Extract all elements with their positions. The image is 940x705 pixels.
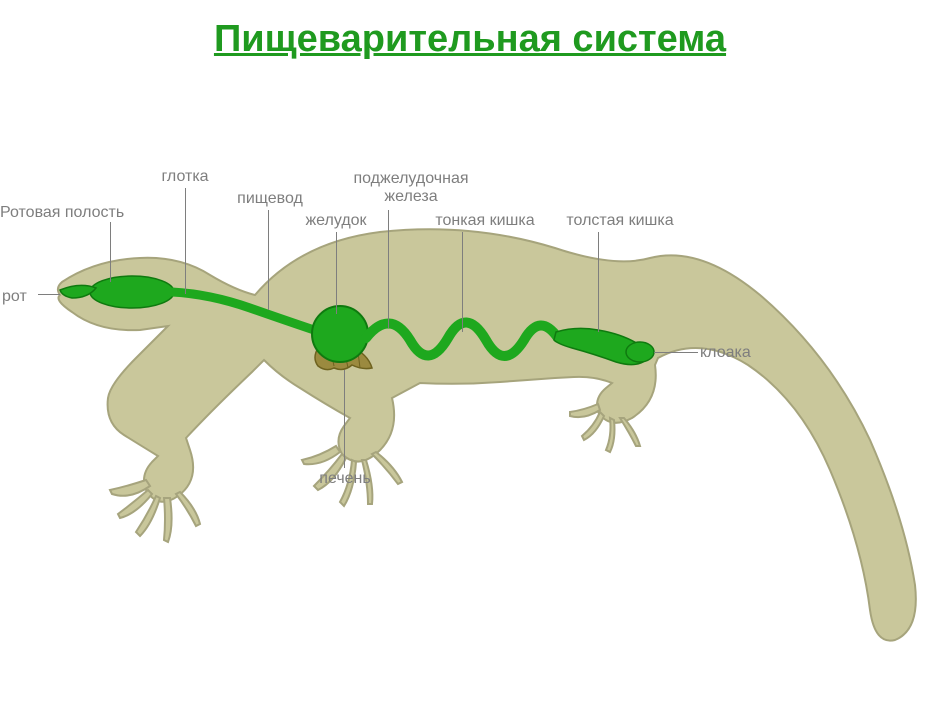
leader-pancreas xyxy=(388,210,389,328)
leader-mouth-cavity xyxy=(110,222,111,282)
label-pharynx: глотка xyxy=(150,168,220,186)
label-pancreas: поджелудочная железа xyxy=(336,170,486,207)
stomach-organ xyxy=(312,306,368,362)
label-liver: печень xyxy=(310,470,380,488)
label-cloaca: клоака xyxy=(700,344,770,362)
leader-cloaca xyxy=(654,352,698,353)
label-mouth: рот xyxy=(2,288,38,306)
leader-pharynx xyxy=(185,188,186,294)
leader-small-intestine xyxy=(462,232,463,332)
label-esophagus: пищевод xyxy=(230,190,310,208)
page-title: Пищеварительная система xyxy=(0,18,940,61)
label-small-intestine: тонкая кишка xyxy=(430,212,540,230)
leader-mouth xyxy=(38,294,60,295)
leader-liver xyxy=(344,370,345,468)
label-mouth-cavity: Ротовая полость xyxy=(0,204,130,222)
page: Пищеварительная система xyxy=(0,0,940,705)
leader-large-intestine xyxy=(598,232,599,332)
mouth-cavity-organ xyxy=(90,276,174,308)
label-stomach: желудок xyxy=(296,212,376,230)
label-large-intestine: толстая кишка xyxy=(560,212,680,230)
leader-stomach xyxy=(336,232,337,314)
diagram-container: рот Ротовая полость глотка пищевод желуд… xyxy=(0,140,940,660)
leader-esophagus xyxy=(268,210,269,310)
cloaca-organ xyxy=(626,342,654,362)
